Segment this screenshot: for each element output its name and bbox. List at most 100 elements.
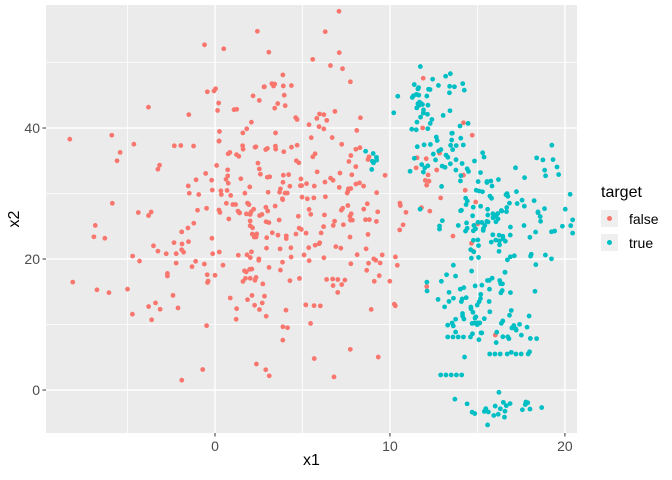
data-point-false <box>330 283 336 288</box>
data-point-true <box>449 130 455 136</box>
data-point-true <box>439 184 444 189</box>
data-point-true <box>438 147 444 152</box>
data-point-false <box>267 174 273 180</box>
data-point-false <box>348 261 354 267</box>
data-point-true <box>391 110 397 116</box>
data-point-true <box>486 299 492 304</box>
legend-key-true <box>601 234 618 251</box>
data-point-true <box>493 219 499 225</box>
data-point-false <box>224 188 230 193</box>
data-point-true <box>453 273 458 279</box>
data-point-false <box>357 180 362 186</box>
data-point-true <box>533 229 538 235</box>
data-point-true <box>507 254 513 260</box>
data-point-true <box>527 336 533 341</box>
data-point-true <box>425 163 431 169</box>
data-point-true <box>480 189 485 195</box>
data-point-false <box>204 205 209 211</box>
data-point-false <box>321 126 327 132</box>
data-point-false <box>314 169 320 175</box>
data-point-false <box>273 130 278 136</box>
data-point-true <box>473 187 479 193</box>
true-point-swatch-icon <box>607 240 612 245</box>
data-point-false <box>286 172 292 178</box>
data-point-false <box>349 172 355 178</box>
data-point-false <box>130 311 135 317</box>
data-point-false <box>361 206 367 212</box>
data-point-true <box>497 406 503 412</box>
data-point-true <box>502 408 508 414</box>
data-point-true <box>496 248 502 254</box>
data-point-true <box>521 203 527 209</box>
data-point-false <box>280 72 286 78</box>
data-point-true <box>468 255 474 261</box>
data-point-true <box>549 256 554 262</box>
data-point-false <box>276 217 282 223</box>
data-point-true <box>409 126 415 132</box>
data-point-false <box>216 100 222 106</box>
data-point-false <box>205 280 210 285</box>
data-point-true <box>458 135 464 141</box>
data-point-true <box>493 237 499 243</box>
data-point-false <box>342 277 348 283</box>
data-point-true <box>433 157 438 163</box>
data-point-true <box>462 354 467 360</box>
data-point-true <box>513 165 518 171</box>
data-point-true <box>450 334 456 340</box>
data-point-true <box>468 304 474 310</box>
data-point-false <box>348 153 354 158</box>
data-point-true <box>439 218 445 224</box>
data-point-false <box>303 302 309 308</box>
data-point-false <box>393 254 398 260</box>
data-point-false <box>426 178 432 184</box>
x-tick-label: 0 <box>211 438 219 454</box>
data-point-false <box>125 286 130 292</box>
data-point-false <box>278 186 283 192</box>
data-point-false <box>200 367 206 372</box>
data-point-false <box>347 346 353 352</box>
data-point-true <box>556 172 562 177</box>
data-point-true <box>517 321 522 327</box>
data-point-false <box>238 176 244 182</box>
data-point-true <box>539 405 545 410</box>
data-point-true <box>433 134 439 140</box>
data-point-true <box>473 314 479 320</box>
data-point-true <box>498 208 504 213</box>
data-point-true <box>532 288 538 294</box>
data-point-false <box>341 222 346 228</box>
data-point-false <box>131 141 137 147</box>
data-point-true <box>522 175 527 181</box>
data-point-false <box>346 159 352 164</box>
data-point-false <box>236 153 242 159</box>
legend: target false true <box>601 183 659 258</box>
data-point-false <box>259 300 265 306</box>
data-point-false <box>70 279 76 285</box>
data-point-false <box>244 252 250 258</box>
data-point-false <box>461 120 466 126</box>
data-point-false <box>297 276 302 281</box>
data-point-true <box>489 195 494 201</box>
data-point-true <box>446 299 452 304</box>
data-point-true <box>494 329 500 335</box>
data-point-true <box>413 127 419 133</box>
data-point-true <box>542 206 547 212</box>
data-point-true <box>550 157 556 162</box>
data-point-true <box>447 90 452 96</box>
data-point-true <box>442 304 448 310</box>
data-point-false <box>263 313 269 319</box>
data-point-true <box>472 158 477 164</box>
data-point-false <box>146 304 152 309</box>
data-point-true <box>482 223 488 228</box>
data-point-true <box>455 223 461 228</box>
data-point-false <box>322 212 327 218</box>
data-point-false <box>240 279 246 284</box>
data-point-false <box>317 111 322 117</box>
data-point-false <box>329 135 335 140</box>
data-point-false <box>277 246 283 252</box>
data-point-true <box>450 323 456 329</box>
data-point-true <box>459 207 464 213</box>
data-point-false <box>233 202 238 207</box>
data-point-true <box>437 223 442 229</box>
data-point-true <box>440 113 446 118</box>
data-point-false <box>186 112 192 118</box>
